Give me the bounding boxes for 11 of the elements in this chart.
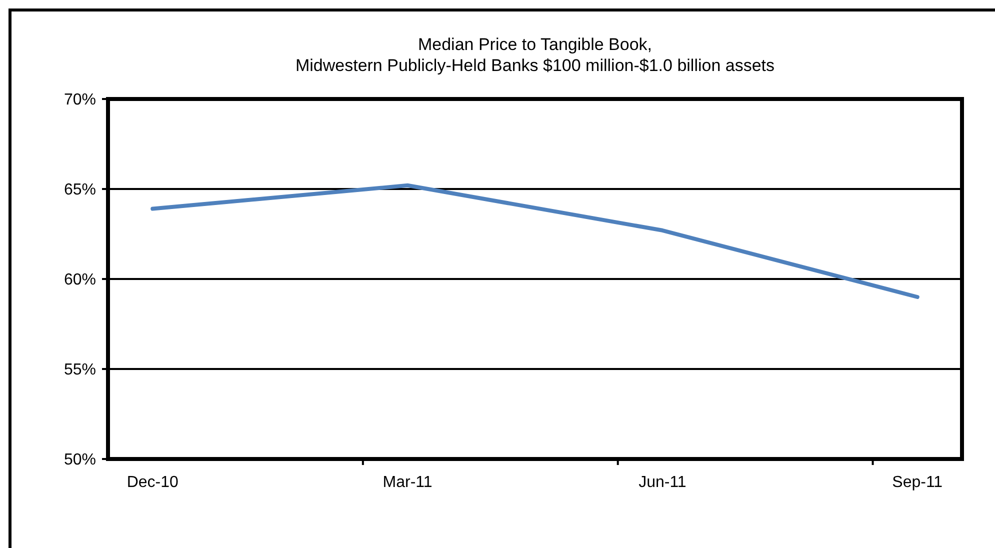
y-tick-label: 50% [64, 452, 96, 469]
chart-title: Median Price to Tangible Book, Midwestern Publicly-Held Banks $100 million-$1.0 billion assets [295, 35, 775, 75]
y-tick-label: 70% [64, 92, 96, 109]
y-tick-label: 55% [64, 362, 96, 379]
x-tick-label: Sep-11 [892, 474, 943, 491]
x-tick-label: Dec-10 [126, 474, 179, 491]
y-tick-label: 65% [64, 182, 96, 199]
line-series [150, 183, 920, 299]
x-tick-label: Mar-11 [382, 474, 432, 491]
y-tick-label: 60% [64, 272, 96, 289]
x-tick-label: Jun-11 [638, 474, 686, 491]
